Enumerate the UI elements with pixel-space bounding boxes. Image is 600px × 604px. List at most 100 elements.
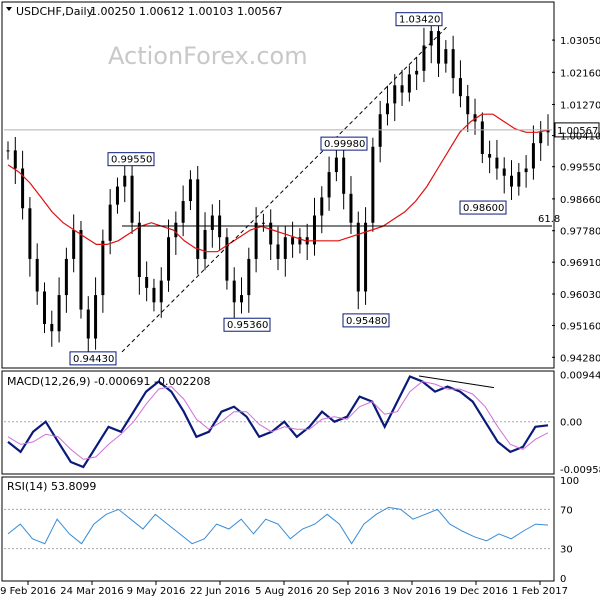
price-candle-body [50, 324, 54, 332]
price-y-tick-label: 0.96030 [560, 290, 600, 301]
chart-header: USDCHF,Daily 1.00250 1.00612 1.00103 1.0… [6, 5, 282, 18]
price-candle-body [327, 172, 331, 198]
rsi-y-tick-label: 100 [560, 476, 579, 487]
price-candle-body [145, 277, 149, 288]
price-candle-body [371, 146, 375, 223]
x-tick-label: 19 Dec 2016 [444, 586, 508, 597]
price-candle-body [137, 222, 141, 277]
price-candle-body [437, 31, 441, 64]
price-candle-body [188, 179, 192, 202]
price-annotation-label: 0.95480 [346, 316, 387, 327]
x-tick-label: 9 Feb 2016 [0, 586, 56, 597]
price-candle-body [378, 114, 382, 147]
price-candle-body [546, 129, 550, 133]
price-candle-body [210, 215, 214, 230]
price-candle-body [415, 70, 419, 75]
symbol-label: USDCHF,Daily [16, 5, 94, 18]
price-panel [1, 1, 555, 369]
current-price-box [554, 122, 600, 138]
ohlc-label: 1.00250 1.00612 1.00103 1.00567 [90, 5, 282, 18]
price-candle-body [407, 74, 411, 93]
price-y-tick-label: 0.96910 [560, 258, 600, 269]
price-annotation-label: 0.98600 [463, 203, 504, 214]
price-y-tick-label: 0.94280 [560, 353, 600, 364]
fib-level-label: 61.8 [538, 214, 560, 225]
price-candle-body [451, 49, 455, 79]
price-candle-body [115, 186, 119, 205]
price-annotation-box [107, 152, 155, 167]
price-candle-body [480, 121, 484, 155]
price-candle-body [94, 295, 98, 339]
price-candle-body [174, 222, 178, 238]
price-candle-body [400, 85, 404, 93]
macd-y-tick-label: 0.00 [560, 418, 582, 429]
price-candle-body [539, 132, 543, 144]
price-candle-body [364, 222, 368, 292]
price-candle-body [510, 175, 514, 187]
price-candle-body [429, 31, 433, 46]
macd-y-tick-label: -0.009588 [560, 465, 600, 476]
macd-signal-line [7, 380, 549, 460]
price-candle-body [334, 157, 338, 173]
price-candle-body [422, 45, 426, 71]
x-tick-label: 22 Jun 2016 [190, 586, 250, 597]
price-annotation-box [342, 313, 390, 328]
rsi-title: RSI(14) 53.8099 [7, 480, 96, 493]
moving-average-line [7, 113, 549, 253]
macd-divergence-line [418, 375, 495, 389]
price-y-tick-label: 1.00410 [560, 132, 600, 143]
price-candle-body [291, 237, 295, 245]
price-candle-body [276, 244, 280, 259]
rsi-line [7, 506, 549, 545]
price-candle-body [393, 85, 397, 104]
price-annotation-label: 0.99550 [111, 155, 152, 166]
x-tick-label: 9 May 2016 [127, 586, 186, 597]
price-candle-body [152, 287, 156, 303]
macd-y-tick-label: 0.009446 [560, 371, 600, 382]
x-tick-label: 3 Nov 2016 [383, 586, 441, 597]
price-y-tick-label: 0.99550 [560, 163, 600, 174]
price-candle-body [247, 258, 251, 296]
rsi-layer [4, 506, 552, 550]
price-annotation-box [395, 12, 443, 27]
price-candle-body [225, 237, 229, 281]
price-candle-body [79, 229, 83, 310]
price-candle-body [349, 193, 353, 223]
price-candle-body [517, 172, 521, 187]
price-annotation-label: 0.99980 [324, 139, 365, 150]
current-price-label: 1.00567 [557, 126, 598, 137]
price-candle-body [159, 280, 163, 303]
price-candle-body [254, 222, 258, 259]
price-y-tick-label: 1.03050 [560, 36, 600, 47]
rsi-y-tick-label: 0 [560, 574, 566, 585]
x-tick-label: 24 Mar 2016 [60, 586, 123, 597]
price-candle-body [298, 237, 302, 245]
price-layer: 61.8 1.03420 0.99550 0.99980 0.98600 0.95360 0… [4, 12, 560, 366]
macd-title: MACD(12,26,9) -0.000691 -0.002208 [7, 375, 210, 388]
price-candle-body [6, 150, 10, 152]
price-annotation-box [223, 317, 271, 332]
price-y-tick-label: 0.95160 [560, 321, 600, 332]
price-candle-body [385, 103, 389, 115]
watermark: ActionForex.com [108, 42, 308, 70]
x-tick-label: 1 Feb 2017 [512, 586, 568, 597]
price-candle-body [86, 309, 90, 339]
price-annotation-label: 0.94430 [73, 354, 114, 365]
price-candle-body [123, 175, 127, 187]
price-candle-body [130, 175, 134, 223]
x-tick-label: 5 Aug 2016 [255, 586, 313, 597]
price-candle-body [181, 201, 185, 223]
price-annotation-label: 1.03420 [399, 15, 440, 26]
price-candle-body [64, 258, 68, 296]
price-annotation-label: 0.95360 [227, 320, 268, 331]
price-candle-body [35, 258, 39, 292]
price-candle-body [444, 49, 448, 64]
price-candle-body [72, 229, 76, 259]
price-candle-body [21, 168, 25, 209]
price-candle-body [320, 197, 324, 216]
price-candle-body [167, 237, 171, 281]
rsi-y-tick-label: 30 [560, 545, 573, 556]
macd-layer [4, 375, 552, 469]
price-candle-body [261, 222, 265, 224]
